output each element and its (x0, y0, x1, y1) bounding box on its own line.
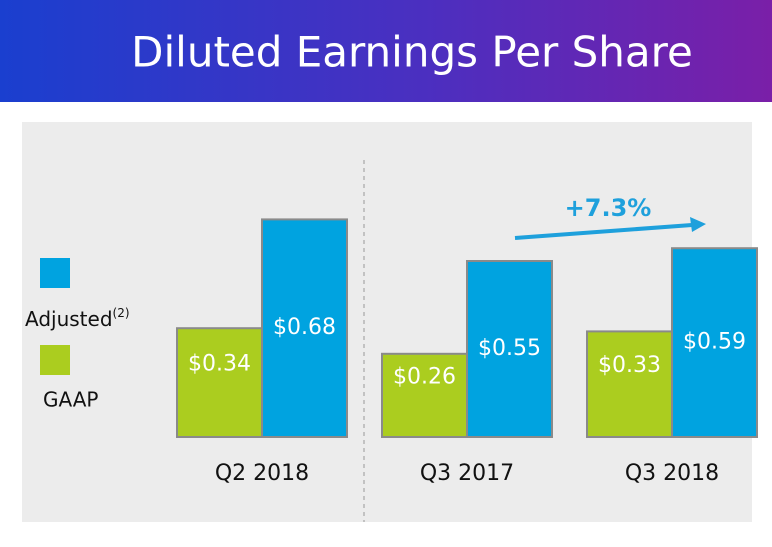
arrow (514, 223, 693, 240)
panel (22, 122, 752, 522)
chart-title: Diluted Earnings Per Share (131, 28, 693, 77)
arrow-head (690, 217, 706, 232)
bar (176, 327, 263, 439)
annotation: +7.3% (565, 194, 652, 222)
legend-swatch (40, 345, 70, 375)
x-tick-label: Q3 2017 (420, 461, 514, 486)
x-tick-label: Q2 2018 (215, 461, 309, 486)
value-label: $0.59 (683, 330, 746, 355)
bar (261, 218, 348, 438)
header (0, 0, 772, 102)
bar (381, 352, 468, 438)
legend-note: (2) (113, 306, 130, 320)
value-label: $0.55 (478, 336, 541, 361)
legend-label: Adjusted(2) (25, 306, 130, 331)
legend-text: Adjusted (25, 307, 113, 331)
legend-swatch (40, 258, 70, 288)
value-label: $0.68 (273, 315, 336, 340)
x-tick-label: Q3 2018 (625, 461, 719, 486)
bar (671, 247, 758, 438)
value-label: $0.33 (598, 353, 661, 378)
legend-label: GAAP (43, 388, 98, 412)
bar (466, 260, 553, 438)
bar (586, 330, 673, 438)
value-label: $0.34 (188, 352, 251, 377)
value-label: $0.26 (393, 364, 456, 389)
